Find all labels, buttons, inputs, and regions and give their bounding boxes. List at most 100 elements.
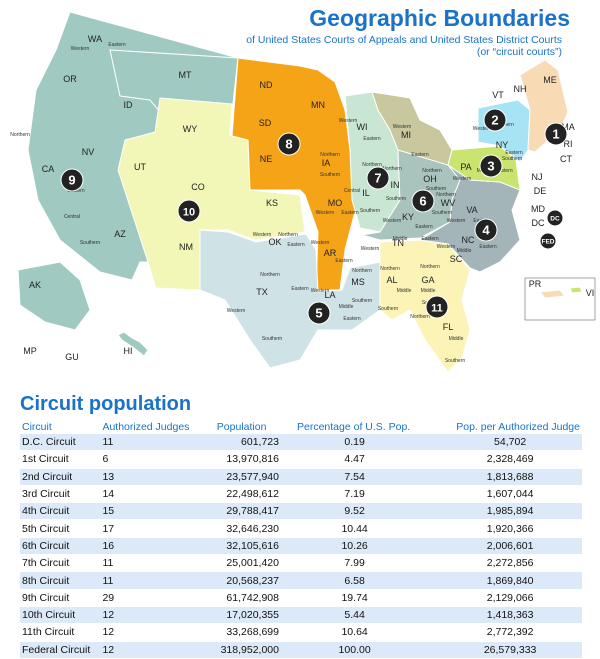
map-title: Geographic Boundaries xyxy=(309,5,570,31)
cell-percentage: 10.64 xyxy=(296,623,439,642)
region-virgin-islands xyxy=(569,286,583,294)
cell-judges: 6 xyxy=(100,450,197,469)
table-row: 5th Circuit 17 32,646,230 10.44 1,920,366 xyxy=(20,519,582,538)
circuit-badge-10: 10 xyxy=(177,199,201,223)
state-label-fl: FL xyxy=(443,322,454,332)
state-label-nh: NH xyxy=(514,84,527,94)
state-label-ma: MA xyxy=(561,122,575,132)
state-label-ak: AK xyxy=(29,280,41,290)
svg-text:2: 2 xyxy=(491,113,498,128)
cell-percentage: 0.19 xyxy=(296,434,439,452)
circuit-map: WA OR CA NV ID MT WY UT AZ CO NM ND SD NE KS OK TX MN IA MO… xyxy=(10,11,596,373)
district-label-nc-w: Western xyxy=(437,244,456,250)
cell-judges: 11 xyxy=(100,434,197,452)
state-label-gu: GU xyxy=(65,352,79,362)
district-label-ca-n: Northern xyxy=(10,132,30,138)
cell-circuit: 7th Circuit xyxy=(20,554,101,573)
cell-judges: 12 xyxy=(100,641,197,659)
cell-population: 61,742,908 xyxy=(196,589,297,607)
cell-circuit: 3rd Circuit xyxy=(20,485,101,504)
state-label-wv: WV xyxy=(441,198,456,208)
state-label-wy: WY xyxy=(183,124,198,134)
circuit-badge-1: 1 xyxy=(544,122,568,146)
circuit-badge-7: 7 xyxy=(366,166,390,190)
cell-percentage: 9.52 xyxy=(296,502,439,521)
table-row: 8th Circuit 11 20,568,237 6.58 1,869,840 xyxy=(20,571,582,590)
circuit-badge-11: 11 xyxy=(425,295,449,319)
district-label-fl-s: Southern xyxy=(445,358,466,364)
cell-population: 13,970,816 xyxy=(196,450,297,469)
cell-judges: 12 xyxy=(100,606,197,625)
table-row: 11th Circuit 12 33,268,699 10.64 2,772,392 xyxy=(20,623,582,642)
cell-judges: 11 xyxy=(100,554,197,573)
state-label-il: IL xyxy=(362,188,370,198)
state-label-md: MD xyxy=(531,204,545,214)
district-label-ny-w: Western xyxy=(473,126,492,132)
district-label-tx-s: Southern xyxy=(262,336,283,342)
district-label-ok-e: Eastern xyxy=(287,242,304,248)
state-label-az: AZ xyxy=(114,229,126,239)
state-label-ne: NE xyxy=(260,154,273,164)
cell-circuit: Federal Circuit xyxy=(20,641,101,659)
header-circuit: Circuit xyxy=(22,421,52,433)
state-label-al: AL xyxy=(386,275,397,285)
district-label-ga-n: Northern xyxy=(420,264,440,270)
state-label-sc: SC xyxy=(450,254,463,264)
state-label-ut: UT xyxy=(134,162,146,172)
state-label-ga: GA xyxy=(421,275,434,285)
table-row: 4th Circuit 15 29,788,417 9.52 1,985,894 xyxy=(20,502,582,521)
cell-population: 25,001,420 xyxy=(196,554,297,573)
state-label-mp: MP xyxy=(23,346,37,356)
svg-text:7: 7 xyxy=(374,171,381,186)
district-label-oh-s: Southern xyxy=(426,186,447,192)
district-label-ca-c: Central xyxy=(64,214,80,220)
cell-judges: 17 xyxy=(100,519,197,538)
cell-pop-per-judge: 1,920,366 xyxy=(438,519,582,538)
cell-judges: 16 xyxy=(100,537,197,556)
map-subtitle-note: (or “circuit courts”) xyxy=(476,46,562,58)
state-label-pr: PR xyxy=(529,279,542,289)
table-row: 10th Circuit 12 17,020,355 5.44 1,418,363 xyxy=(20,606,582,625)
svg-text:1: 1 xyxy=(552,127,559,142)
cell-pop-per-judge: 2,006,601 xyxy=(438,537,582,556)
district-label-pa-w: Western xyxy=(453,176,472,182)
district-label-wi-e: Eastern xyxy=(363,136,380,142)
state-label-nd: ND xyxy=(260,80,273,90)
state-label-ms: MS xyxy=(351,277,365,287)
state-label-ok: OK xyxy=(268,237,281,247)
cell-circuit: 1st Circuit xyxy=(20,450,101,469)
district-label-mi-w: Western xyxy=(393,124,412,130)
region-puerto-rico xyxy=(539,289,566,299)
cell-population: 33,268,699 xyxy=(196,623,297,642)
cell-pop-per-judge: 26,579,333 xyxy=(438,641,582,659)
district-label-ar-e: Eastern xyxy=(335,258,352,264)
circuit-badge-8: 8 xyxy=(277,132,301,156)
state-label-ky: KY xyxy=(402,212,414,222)
circuit-badge-2: 2 xyxy=(483,108,507,132)
svg-text:3: 3 xyxy=(487,159,494,174)
state-label-ri: RI xyxy=(564,139,573,149)
cell-pop-per-judge: 2,772,392 xyxy=(438,623,582,642)
district-label-mo-e: Eastern xyxy=(341,210,358,216)
state-label-pa: PA xyxy=(460,162,471,172)
region-alaska xyxy=(17,261,91,331)
circuit-badge-fed: FED xyxy=(539,232,557,250)
state-label-ar: AR xyxy=(324,248,337,258)
cell-percentage: 19.74 xyxy=(296,589,439,607)
table-header-row: Circuit Authorized Judges Population Per… xyxy=(20,420,582,434)
cell-population: 17,020,355 xyxy=(196,606,297,625)
district-label-oh-n: Northern xyxy=(422,168,442,174)
header-population: Population xyxy=(216,421,267,433)
district-label-ca-e: Eastern xyxy=(67,188,84,194)
state-label-ny: NY xyxy=(496,140,509,150)
state-label-mt: MT xyxy=(179,70,192,80)
cell-circuit: 4th Circuit xyxy=(20,502,101,521)
district-label-mi-e: Eastern xyxy=(411,152,428,158)
district-label-ky-w: Western xyxy=(383,218,402,224)
cell-pop-per-judge: 54,702 xyxy=(438,434,582,452)
header-percentage: Percentage of U.S. Pop. xyxy=(296,421,411,433)
district-label-pa-e: Eastern xyxy=(495,168,512,174)
cell-pop-per-judge: 2,328,469 xyxy=(438,450,582,469)
district-label-tn-w: Western xyxy=(361,246,380,252)
svg-text:4: 4 xyxy=(482,223,490,238)
